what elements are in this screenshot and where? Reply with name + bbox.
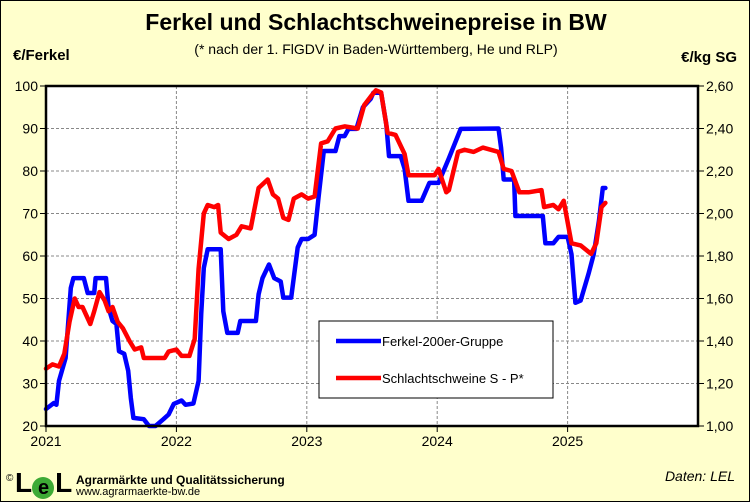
x-tick-label: 2023 (291, 433, 322, 449)
x-tick-label: 2022 (161, 433, 192, 449)
y-right-tick-label: 1,40 (706, 333, 733, 349)
plot-border (44, 84, 700, 428)
y-right-tick-label: 1,80 (706, 248, 733, 264)
organization-url[interactable]: www.agrarmaerkte-bw.de (76, 486, 201, 498)
y-axis-label-right: €/kg SG (681, 49, 737, 66)
x-tick-label: 2021 (30, 433, 61, 449)
y-tick-label: 30 (22, 376, 38, 392)
y-tick-label: 50 (22, 291, 38, 307)
legend-label-ferkel: Ferkel-200er-Gruppe (382, 334, 503, 349)
legend-box (318, 320, 554, 399)
x-tick-label: 2025 (552, 433, 583, 449)
legend-label-schlachtschweine: Schlachtschweine S - P* (382, 371, 524, 386)
y-right-tick-label: 2,60 (706, 78, 733, 94)
data-source: Daten: LEL (664, 468, 735, 484)
y-right-tick-label: 2,20 (706, 163, 733, 179)
organization-name: Agrarmärkte und Qualitätssicherung (76, 473, 285, 487)
y-tick-label: 20 (22, 418, 38, 434)
y-right-tick-label: 2,40 (706, 121, 733, 137)
y-tick-label: 90 (22, 121, 38, 137)
chart-subtitle: (* nach der 1. FlGDV in Baden-Württember… (194, 41, 558, 57)
y-tick-label: 70 (22, 206, 38, 222)
y-tick-label: 80 (22, 163, 38, 179)
copyright-symbol: © (6, 473, 14, 484)
y-tick-label: 100 (15, 78, 39, 94)
y-right-tick-label: 1,60 (706, 291, 733, 307)
y-tick-label: 60 (22, 248, 38, 264)
y-right-tick-label: 1,20 (706, 376, 733, 392)
chart-title: Ferkel und Schlachtschweinepreise in BW (145, 9, 607, 35)
x-tick-label: 2024 (422, 433, 453, 449)
y-tick-label: 40 (22, 333, 38, 349)
y-right-tick-label: 1,00 (706, 418, 733, 434)
y-right-tick-label: 2,00 (706, 206, 733, 222)
y-axis-label-left: €/Ferkel (13, 47, 70, 64)
